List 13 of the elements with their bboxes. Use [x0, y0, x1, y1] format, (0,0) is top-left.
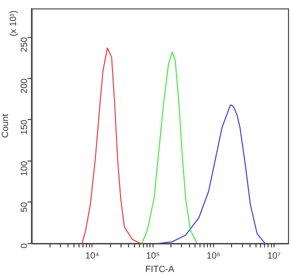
y-axis-title: Count	[0, 113, 10, 138]
y-tick-label: 50	[19, 202, 30, 212]
y-tick-label: 200	[19, 78, 30, 94]
y-tick-label: 100	[19, 160, 30, 176]
x-tick-label: 10⁷	[267, 250, 281, 260]
y-tick-label: 150	[19, 120, 30, 135]
text: (x 10¹)	[8, 10, 18, 36]
x-axis-title: FITC-A	[145, 264, 174, 274]
y-tick-label: 250	[19, 37, 30, 52]
x-tick-label: 10⁴	[85, 250, 100, 260]
x-tick-label: 10⁵	[146, 250, 160, 260]
x-tick-label: 10⁶	[206, 250, 221, 260]
y-tick-label: 0	[19, 243, 30, 248]
